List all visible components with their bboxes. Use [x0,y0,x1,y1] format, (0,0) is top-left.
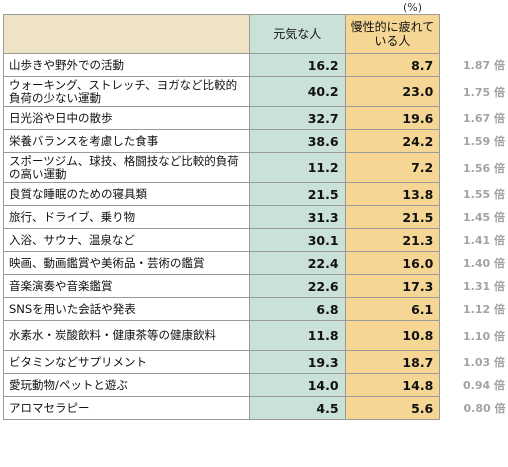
row-label: スポーツジム、球技、格闘技など比較的負荷の高い運動 [3,152,250,183]
value-tsukare: 23.0 [344,76,441,107]
ratio-value: 1.87 倍 [463,59,505,72]
row-label: 音楽演奏や音楽鑑賞 [3,274,250,298]
value-tsukare: 6.1 [344,297,441,321]
row-label: ビタミンなどサプリメント [3,350,250,374]
row-label: 山歩きや野外での活動 [3,53,250,77]
ratio-value: 1.56 倍 [463,161,505,175]
value-genki: 11.2 [248,152,346,183]
ratio-value: 1.12 倍 [463,303,505,316]
ratio-value: 1.45 倍 [463,211,505,224]
value-genki: 19.3 [248,350,346,374]
row-label: SNSを用いた会話や発表 [3,297,250,321]
unit-label: (%) [403,1,423,14]
value-tsukare: 13.8 [344,182,441,206]
ratio-value: 1.67 倍 [463,112,505,125]
header-ratio [440,15,508,54]
value-genki: 14.0 [248,373,346,397]
table-row: 愛玩動物/ペットと遊ぶ 14.0 14.8 0.94 倍 [3,373,508,397]
value-tsukare: 5.6 [344,396,441,420]
table-row: 山歩きや野外での活動 16.2 8.7 1.87 倍 [3,53,508,77]
table-row: スポーツジム、球技、格闘技など比較的負荷の高い運動 11.2 7.2 1.56 倍 [3,152,508,183]
value-genki: 31.3 [248,205,346,229]
table-row: 音楽演奏や音楽鑑賞 22.6 17.3 1.31 倍 [3,274,508,298]
table-row: 旅行、ドライブ、乗り物 31.3 21.5 1.45 倍 [3,205,508,229]
value-tsukare: 16.0 [344,251,441,275]
row-label: 映画、動画鑑賞や美術品・芸術の鑑賞 [3,251,250,275]
table-row: 栄養バランスを考慮した食事 38.6 24.2 1.59 倍 [3,129,508,153]
row-label: 愛玩動物/ペットと遊ぶ [3,373,250,397]
row-label: アロマセラピー [3,396,250,420]
header-label-cell [3,14,250,54]
value-tsukare: 7.2 [344,152,441,183]
row-label: 日光浴や日中の散歩 [3,106,250,130]
value-tsukare: 17.3 [344,274,441,298]
ratio-value: 1.40 倍 [463,257,505,270]
value-tsukare: 21.5 [344,205,441,229]
value-genki: 21.5 [248,182,346,206]
value-tsukare: 24.2 [344,129,441,153]
value-genki: 11.8 [248,320,346,351]
ratio-value: 1.41 倍 [463,234,505,247]
value-genki: 22.4 [248,251,346,275]
value-tsukare: 18.7 [344,350,441,374]
value-tsukare: 21.3 [344,228,441,252]
value-genki: 6.8 [248,297,346,321]
value-genki: 40.2 [248,76,346,107]
table-row: ビタミンなどサプリメント 19.3 18.7 1.03 倍 [3,350,508,374]
ratio-value: 0.94 倍 [463,379,505,392]
value-tsukare: 19.6 [344,106,441,130]
header-genki: 元気な人 [248,14,346,54]
table-row: 映画、動画鑑賞や美術品・芸術の鑑賞 22.4 16.0 1.40 倍 [3,251,508,275]
value-genki: 32.7 [248,106,346,130]
row-label: 水素水・炭酸飲料・健康茶等の健康飲料 [3,320,250,351]
row-label: 良質な睡眠のための寝具類 [3,182,250,206]
data-table: 元気な人 慢性的に疲れている人 山歩きや野外での活動 16.2 8.7 1.87 倍ウ… [3,14,508,420]
ratio-value: 1.59 倍 [463,135,505,148]
value-tsukare: 10.8 [344,320,441,351]
header-tsukare: 慢性的に疲れている人 [344,14,441,54]
value-genki: 4.5 [248,396,346,420]
value-genki: 16.2 [248,53,346,77]
row-label: 旅行、ドライブ、乗り物 [3,205,250,229]
ratio-value: 1.03 倍 [463,356,505,369]
ratio-value: 1.55 倍 [463,188,505,201]
ratio-value: 0.80 倍 [463,402,506,415]
table-row: 水素水・炭酸飲料・健康茶等の健康飲料 11.8 10.8 1.10 倍 [3,320,508,351]
ratio-value: 1.31 倍 [463,280,505,293]
ratio-value: 1.75 倍 [463,85,505,99]
value-tsukare: 8.7 [344,53,441,77]
value-genki: 30.1 [248,228,346,252]
table-row: 日光浴や日中の散歩 32.7 19.6 1.67 倍 [3,106,508,130]
row-label: ウォーキング、ストレッチ、ヨガなど比較的負荷の少ない運動 [3,76,250,107]
row-label: 栄養バランスを考慮した食事 [3,129,250,153]
header-row: 元気な人 慢性的に疲れている人 [3,14,508,54]
table-row: 良質な睡眠のための寝具類 21.5 13.8 1.55 倍 [3,182,508,206]
table-row: アロマセラピー 4.5 5.6 0.80 倍 [3,396,508,420]
value-tsukare: 14.8 [344,373,441,397]
table-row: ウォーキング、ストレッチ、ヨガなど比較的負荷の少ない運動 40.2 23.0 1.75… [3,76,508,107]
value-genki: 22.6 [248,274,346,298]
table-row: 入浴、サウナ、温泉など 30.1 21.3 1.41 倍 [3,228,508,252]
value-genki: 38.6 [248,129,346,153]
row-label: 入浴、サウナ、温泉など [3,228,250,252]
table-row: SNSを用いた会話や発表 6.8 6.1 1.12 倍 [3,297,508,321]
ratio-value: 1.10 倍 [463,329,505,343]
